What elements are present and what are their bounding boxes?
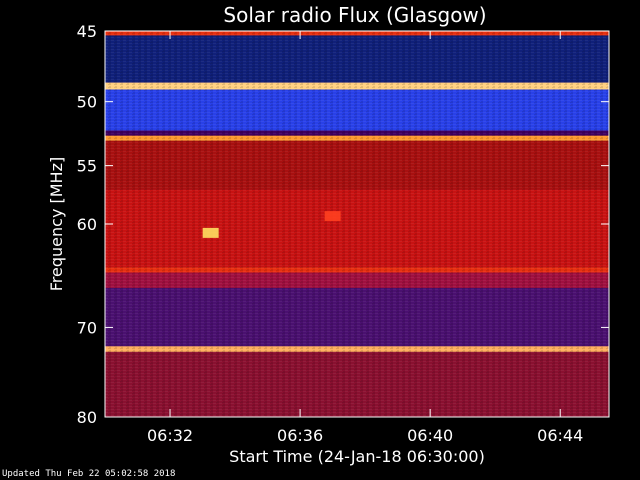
y-tick-label: 80 [77, 408, 97, 427]
burst-mark [324, 211, 341, 222]
x-tick-label: 06:44 [537, 426, 583, 445]
burst-mark [202, 227, 219, 238]
plot-noise-overlay [105, 31, 609, 417]
x-axis: 06:32 06:36 06:40 06:44 [147, 31, 583, 445]
y-axis-label: Frequency [MHz] [47, 157, 66, 291]
x-tick-label: 06:32 [147, 426, 193, 445]
y-axis: 45 50 55 60 70 80 [77, 22, 609, 427]
y-tick-label: 50 [77, 93, 97, 112]
x-axis-label: Start Time (24-Jan-18 06:30:00) [229, 447, 485, 466]
y-tick-label: 70 [77, 318, 97, 337]
updated-timestamp: Updated Thu Feb 22 05:02:58 2018 [2, 469, 176, 479]
burst-layer [202, 211, 341, 238]
y-tick-label: 55 [77, 157, 97, 176]
x-tick-label: 06:40 [407, 426, 453, 445]
chart-title: Solar radio Flux (Glasgow) [223, 3, 486, 27]
y-tick-label: 45 [77, 22, 97, 41]
y-tick-label: 60 [77, 215, 97, 234]
x-tick-label: 06:36 [277, 426, 323, 445]
